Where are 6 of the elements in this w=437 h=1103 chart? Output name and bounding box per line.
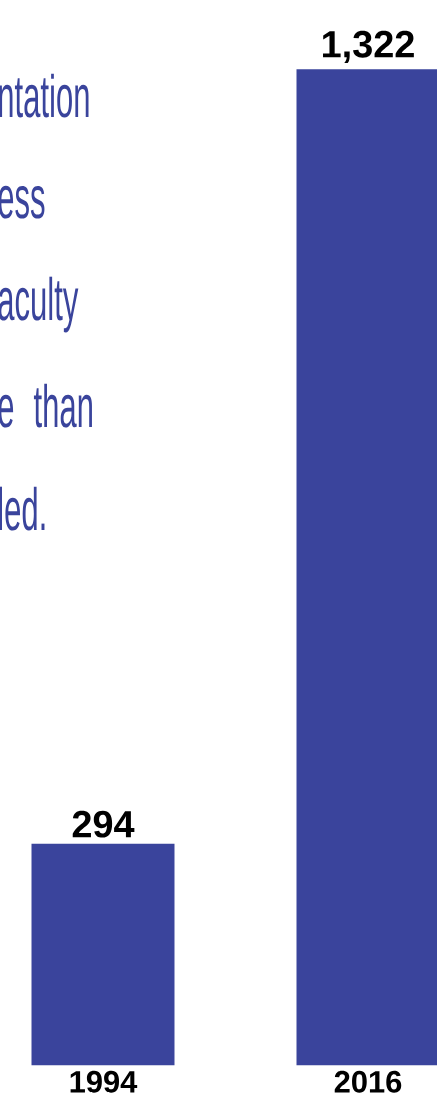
data-label: 1,322: [323, 30, 414, 64]
x-tick-label: 1994: [70, 1070, 138, 1093]
data-label: 294: [72, 810, 135, 838]
x-tick-label: 2016: [334, 1070, 402, 1093]
annotation: ntation: [0, 73, 89, 118]
annotation: led.: [0, 486, 45, 531]
